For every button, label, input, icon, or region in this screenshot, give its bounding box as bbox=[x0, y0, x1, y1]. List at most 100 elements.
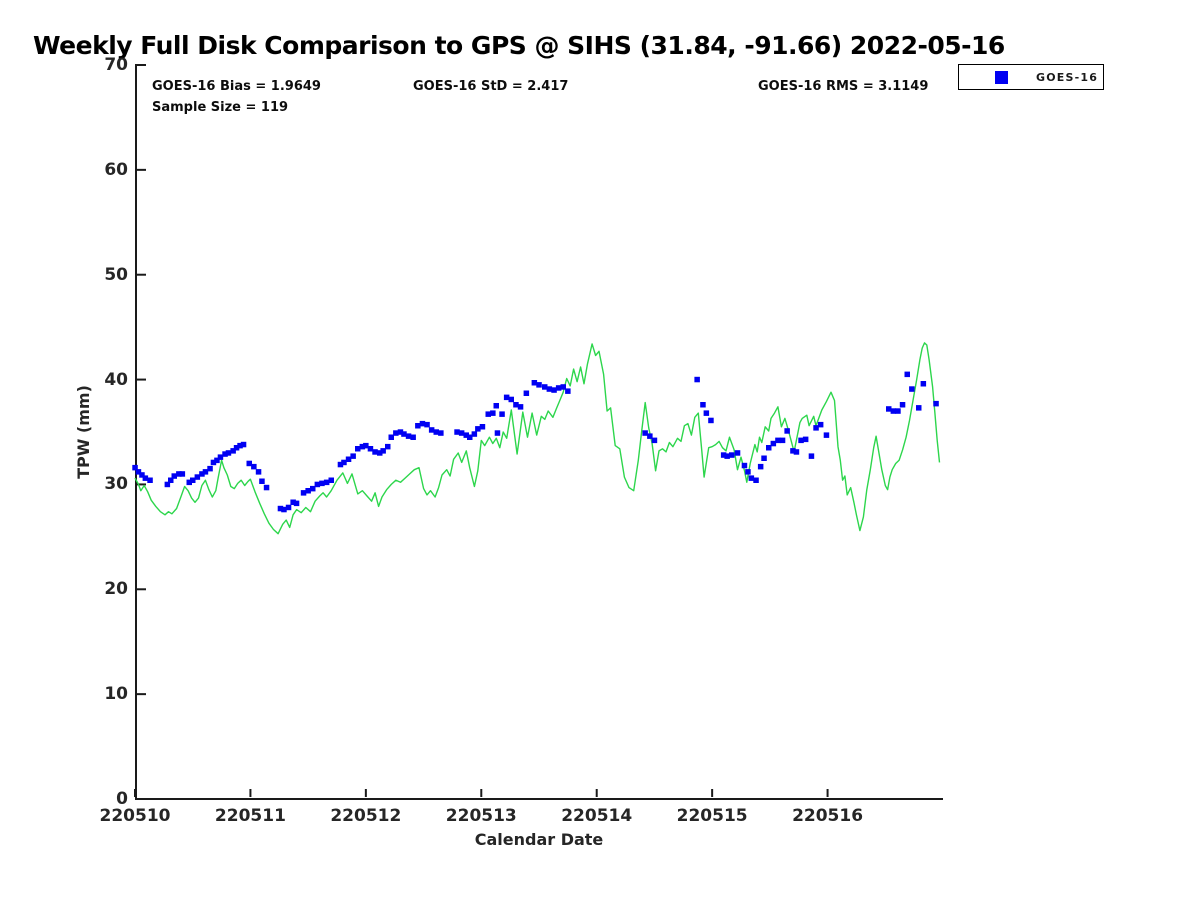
goes16-data-point bbox=[647, 433, 653, 439]
goes16-data-point bbox=[458, 430, 465, 436]
goes16-data-point bbox=[359, 443, 366, 450]
goes16-data-point bbox=[508, 396, 514, 403]
goes16-data-point bbox=[135, 469, 142, 475]
goes16-data-point bbox=[748, 475, 755, 481]
goes16-data-point bbox=[222, 451, 228, 457]
goes16-data-point bbox=[377, 450, 383, 456]
goes16-data-point bbox=[467, 434, 473, 440]
goes16-data-point bbox=[171, 473, 177, 479]
goes16-data-point bbox=[194, 474, 201, 480]
legend-label-goes16: GOES-16 bbox=[1036, 70, 1099, 84]
goes16-data-point bbox=[310, 485, 316, 492]
goes16-data-point bbox=[341, 459, 347, 466]
goes16-data-point bbox=[350, 453, 356, 459]
goes16-data-point bbox=[328, 477, 334, 483]
goes16-data-point bbox=[277, 505, 284, 512]
goes16-data-point bbox=[802, 436, 809, 443]
goes16-data-point bbox=[642, 430, 648, 436]
y-tick-label: 50 bbox=[104, 264, 128, 285]
goes16-data-point bbox=[757, 463, 764, 470]
goes16-data-point bbox=[233, 445, 240, 451]
goes16-data-point bbox=[933, 400, 939, 407]
goes16-data-point bbox=[230, 448, 236, 454]
goes16-scatter-series bbox=[132, 371, 939, 513]
goes16-data-point bbox=[186, 479, 192, 486]
goes16-data-point bbox=[503, 394, 510, 401]
goes16-data-point bbox=[886, 406, 892, 412]
x-axis-label: Calendar Date bbox=[474, 830, 604, 849]
goes16-data-point bbox=[380, 448, 386, 454]
goes16-data-point bbox=[424, 421, 430, 428]
goes16-data-point bbox=[513, 402, 519, 408]
goes16-data-point bbox=[813, 425, 819, 431]
goes16-data-point bbox=[207, 465, 213, 472]
goes16-data-point bbox=[899, 402, 906, 408]
goes16-data-point bbox=[475, 426, 481, 432]
goes16-data-point bbox=[210, 459, 217, 466]
goes16-data-point bbox=[463, 432, 469, 438]
goes16-data-point bbox=[565, 388, 571, 394]
goes16-data-point bbox=[909, 386, 915, 392]
goes16-data-point bbox=[401, 431, 407, 437]
stat-std: GOES-16 StD = 2.417 bbox=[413, 79, 569, 94]
goes16-data-point bbox=[560, 384, 566, 390]
goes16-data-point bbox=[517, 404, 524, 410]
goes16-data-point bbox=[770, 440, 777, 447]
goes16-data-point bbox=[531, 380, 538, 386]
goes16-data-point bbox=[202, 469, 209, 475]
goes16-data-point bbox=[798, 437, 804, 444]
goes16-data-point bbox=[890, 408, 897, 414]
y-tick-label: 10 bbox=[104, 684, 128, 705]
goes16-data-point bbox=[314, 481, 321, 488]
goes16-data-point bbox=[319, 480, 325, 487]
goes16-data-point bbox=[823, 432, 830, 438]
goes16-data-point bbox=[916, 405, 922, 411]
goes16-data-point bbox=[240, 441, 247, 448]
y-tick-label: 20 bbox=[104, 579, 128, 600]
goes16-data-point bbox=[542, 384, 548, 390]
goes16-data-point bbox=[255, 469, 262, 475]
legend: GOES-16 bbox=[958, 64, 1104, 90]
goes16-data-point bbox=[784, 428, 790, 434]
goes16-data-point bbox=[694, 376, 700, 383]
goes16-data-point bbox=[708, 417, 714, 424]
x-tick-label: 220511 bbox=[214, 806, 286, 826]
goes16-data-point bbox=[164, 481, 171, 488]
goes16-data-point bbox=[734, 450, 741, 456]
goes16-square-marker-icon bbox=[995, 70, 1008, 84]
goes16-data-point bbox=[536, 382, 542, 388]
goes16-data-point bbox=[471, 431, 478, 437]
goes16-data-point bbox=[372, 449, 378, 455]
y-tick-label: 30 bbox=[104, 474, 128, 495]
goes16-data-point bbox=[485, 411, 491, 417]
goes16-data-point bbox=[419, 420, 426, 427]
goes16-data-point bbox=[904, 371, 910, 378]
goes16-data-point bbox=[237, 442, 243, 449]
gps-line-series bbox=[134, 342, 941, 535]
goes16-data-point bbox=[225, 450, 232, 456]
stat-sample-size: Sample Size = 119 bbox=[152, 100, 289, 115]
goes16-data-point bbox=[817, 421, 824, 428]
goes16-data-point bbox=[428, 427, 435, 433]
goes16-data-point bbox=[920, 381, 927, 387]
goes16-data-point bbox=[551, 387, 557, 393]
goes16-data-point bbox=[410, 434, 416, 440]
goes16-data-point bbox=[190, 477, 196, 483]
goes16-data-point bbox=[766, 445, 772, 451]
x-tick-label: 220514 bbox=[561, 806, 633, 826]
goes16-data-point bbox=[808, 453, 815, 459]
goes16-data-point bbox=[761, 455, 767, 461]
goes16-data-point bbox=[290, 499, 296, 505]
y-tick-label: 0 bbox=[116, 789, 128, 809]
goes16-data-point bbox=[388, 434, 394, 440]
goes16-data-point bbox=[147, 477, 153, 483]
goes16-data-point bbox=[775, 437, 781, 444]
goes16-data-point bbox=[367, 446, 374, 452]
goes16-data-point bbox=[263, 484, 270, 491]
goes16-data-point bbox=[363, 442, 369, 449]
goes16-data-point bbox=[217, 454, 224, 460]
goes16-data-point bbox=[142, 475, 149, 481]
goes16-data-point bbox=[285, 504, 292, 511]
y-tick-label: 60 bbox=[104, 159, 128, 180]
